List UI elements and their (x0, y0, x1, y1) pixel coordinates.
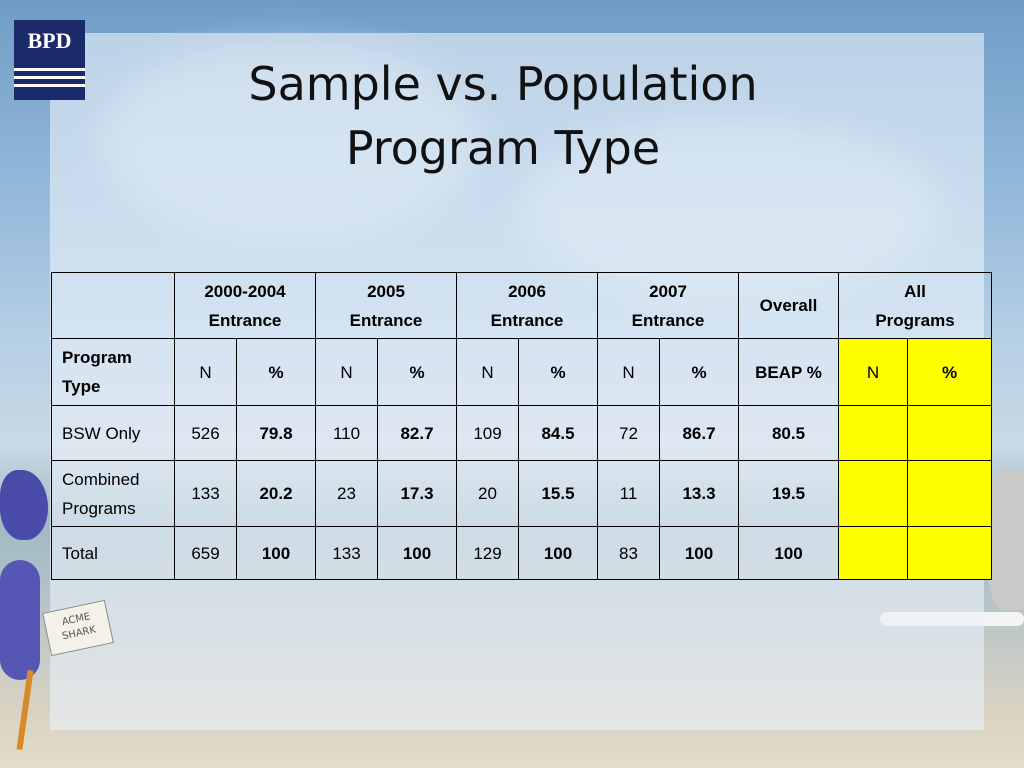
title-line-1: Sample vs. Population (248, 57, 758, 111)
page-title: Sample vs. Population Program Type (150, 52, 856, 180)
cell-all-n (838, 460, 908, 527)
cell-overall: 19.5 (738, 460, 839, 527)
cartoon-bird-head (0, 470, 48, 540)
cell-all-pct (907, 460, 992, 527)
cell-n: 72 (597, 405, 660, 461)
cartoon-bird-body (0, 560, 40, 680)
cartoon-bird-leg (16, 669, 34, 751)
cell-n: 20 (456, 460, 519, 527)
group-header-2000-2004: 2000-2004 Entrance (174, 272, 316, 339)
pct-header: % (377, 338, 457, 406)
table-row: BSW Only 526 79.8 110 82.7 109 84.5 72 8… (51, 405, 992, 461)
n-header: N (597, 338, 660, 406)
table-row: Combined Programs 133 20.2 23 17.3 20 15… (51, 460, 992, 527)
all-programs-header: All Programs (838, 272, 992, 339)
group-header-2005: 2005 Entrance (315, 272, 457, 339)
cell-pct: 15.5 (518, 460, 598, 527)
beap-pct-header: BEAP % (738, 338, 839, 406)
cell-pct: 17.3 (377, 460, 457, 527)
program-type-label: Program Type (51, 338, 175, 406)
row-label: BSW Only (51, 405, 175, 461)
overall-header: Overall (738, 272, 839, 339)
cell-n: 133 (174, 460, 237, 527)
cell-pct: 100 (659, 526, 739, 580)
corner-cell (51, 272, 175, 339)
cell-pct: 13.3 (659, 460, 739, 527)
cell-all-pct (907, 526, 992, 580)
n-header: N (315, 338, 378, 406)
cell-pct: 100 (236, 526, 316, 580)
cell-pct: 84.5 (518, 405, 598, 461)
header-row: 2000-2004 Entrance 2005 Entrance 2006 En… (51, 272, 992, 339)
logo-stripe (14, 68, 85, 71)
cell-n: 23 (315, 460, 378, 527)
program-type-table: 2000-2004 Entrance 2005 Entrance 2006 En… (51, 272, 992, 580)
cell-n: 129 (456, 526, 519, 580)
cell-all-n (838, 526, 908, 580)
cell-overall: 100 (738, 526, 839, 580)
cell-n: 526 (174, 405, 237, 461)
n-header: N (456, 338, 519, 406)
row-label: Total (51, 526, 175, 580)
all-pct-header: % (907, 338, 992, 406)
table-row: Total 659 100 133 100 129 100 83 100 100 (51, 526, 992, 580)
pct-header: % (659, 338, 739, 406)
all-n-header: N (838, 338, 908, 406)
cell-overall: 80.5 (738, 405, 839, 461)
cell-n: 109 (456, 405, 519, 461)
cell-n: 83 (597, 526, 660, 580)
logo-stripe (14, 76, 85, 79)
cell-pct: 79.8 (236, 405, 316, 461)
cell-pct: 100 (377, 526, 457, 580)
cell-pct: 86.7 (659, 405, 739, 461)
cell-n: 133 (315, 526, 378, 580)
bpd-logo: BPD (14, 20, 85, 100)
cartoon-coyote (986, 470, 1024, 610)
cell-n: 11 (597, 460, 660, 527)
cell-n: 110 (315, 405, 378, 461)
title-line-2: Program Type (345, 121, 661, 175)
cell-pct: 100 (518, 526, 598, 580)
cell-pct: 20.2 (236, 460, 316, 527)
logo-stripe (14, 84, 85, 87)
cell-all-pct (907, 405, 992, 461)
logo-text: BPD (27, 28, 72, 53)
group-header-2006: 2006 Entrance (456, 272, 598, 339)
cell-n: 659 (174, 526, 237, 580)
n-header: N (174, 338, 237, 406)
subheader-row: Program Type N % N % N % N % BEAP % N % (51, 338, 992, 406)
cell-pct: 82.7 (377, 405, 457, 461)
group-header-2007: 2007 Entrance (597, 272, 739, 339)
row-label: Combined Programs (51, 460, 175, 527)
cell-all-n (838, 405, 908, 461)
pct-header: % (236, 338, 316, 406)
pct-header: % (518, 338, 598, 406)
